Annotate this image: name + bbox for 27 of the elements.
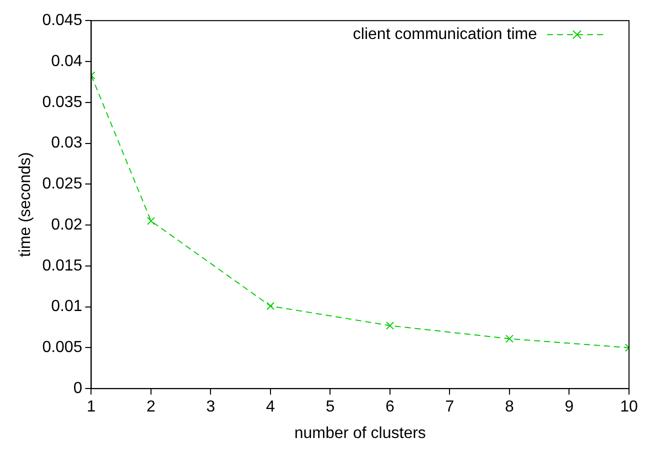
- y-tick-label: 0.02: [51, 216, 82, 234]
- y-tick-label: 0.04: [51, 52, 82, 70]
- x-tick-label: 6: [386, 398, 395, 416]
- point: [505, 334, 514, 343]
- y-tick-label: 0.015: [42, 257, 82, 274]
- x-tick-label: 9: [564, 398, 574, 416]
- point: [266, 302, 275, 310]
- x-tick-label: 4: [266, 398, 276, 416]
- y-tick-label: 0.03: [51, 134, 82, 152]
- y-tick-label: 0.025: [42, 176, 82, 193]
- x-tick-label: 5: [326, 398, 335, 416]
- x-tick-label: 3: [206, 398, 216, 416]
- y-axis-title: time (seconds): [17, 152, 34, 258]
- x-tick-label: 8: [505, 398, 514, 416]
- legend-label: client communication time: [352, 26, 538, 44]
- x-tick-label: 2: [146, 398, 156, 416]
- y-tick-label: 0.005: [42, 339, 82, 356]
- y-tick-label: 0.01: [51, 298, 82, 316]
- y-tick-label: 0.045: [42, 12, 82, 30]
- x-tick-label: 7: [445, 398, 454, 416]
- y-tick-label: 0: [73, 380, 82, 398]
- point: [146, 216, 156, 225]
- x-tick-label: 1: [86, 398, 96, 416]
- x-axis-title: number of clusters: [294, 424, 426, 442]
- y-tick-label: 0.035: [42, 94, 82, 111]
- x-tick-label: 10: [620, 398, 638, 416]
- point: [386, 322, 394, 330]
